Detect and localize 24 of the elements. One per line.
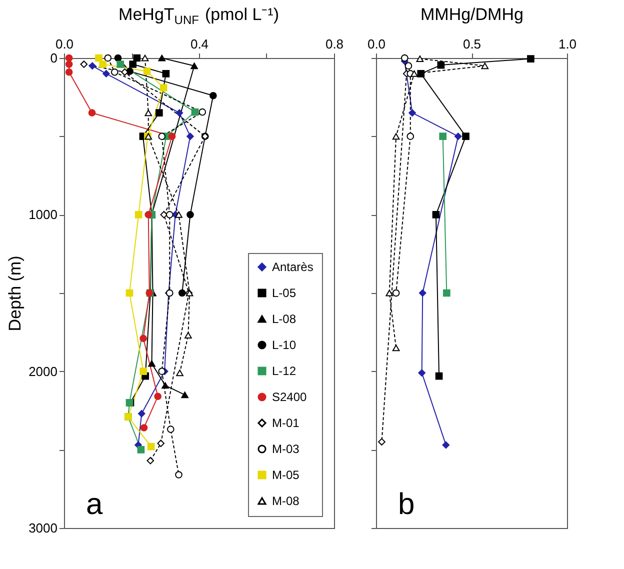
legend-label: S2400 [272,390,308,404]
y-tick-label: 0 [50,50,58,66]
legend-label: Antarès [272,260,314,274]
legend-label: L-05 [272,286,296,300]
x-tick-label: 0.0 [55,36,74,52]
legend-label: M-01 [272,416,300,430]
legend-label: L-12 [272,364,296,378]
legend-label: M-08 [272,494,300,508]
y-tick-label: 3000 [28,520,58,536]
x-tick-label: 0.5 [462,36,482,52]
x-axis-title: MMHg/DMHg [420,5,524,24]
x-tick-label: 0.4 [190,36,209,52]
x-tick-label: 0.0 [367,36,386,52]
x-tick-label: 0.8 [325,36,344,52]
legend-label: M-03 [272,442,300,456]
legend-label: L-10 [272,338,296,352]
y-tick-label: 2000 [28,364,58,379]
legend-label: L-08 [272,312,296,326]
y-axis-title: Depth (m) [6,256,25,332]
x-tick-label: 1.0 [558,36,577,52]
legend-label: M-05 [272,468,300,482]
annotation: a [86,488,103,521]
annotation: b [398,488,415,521]
y-tick-label: 1000 [28,207,58,222]
